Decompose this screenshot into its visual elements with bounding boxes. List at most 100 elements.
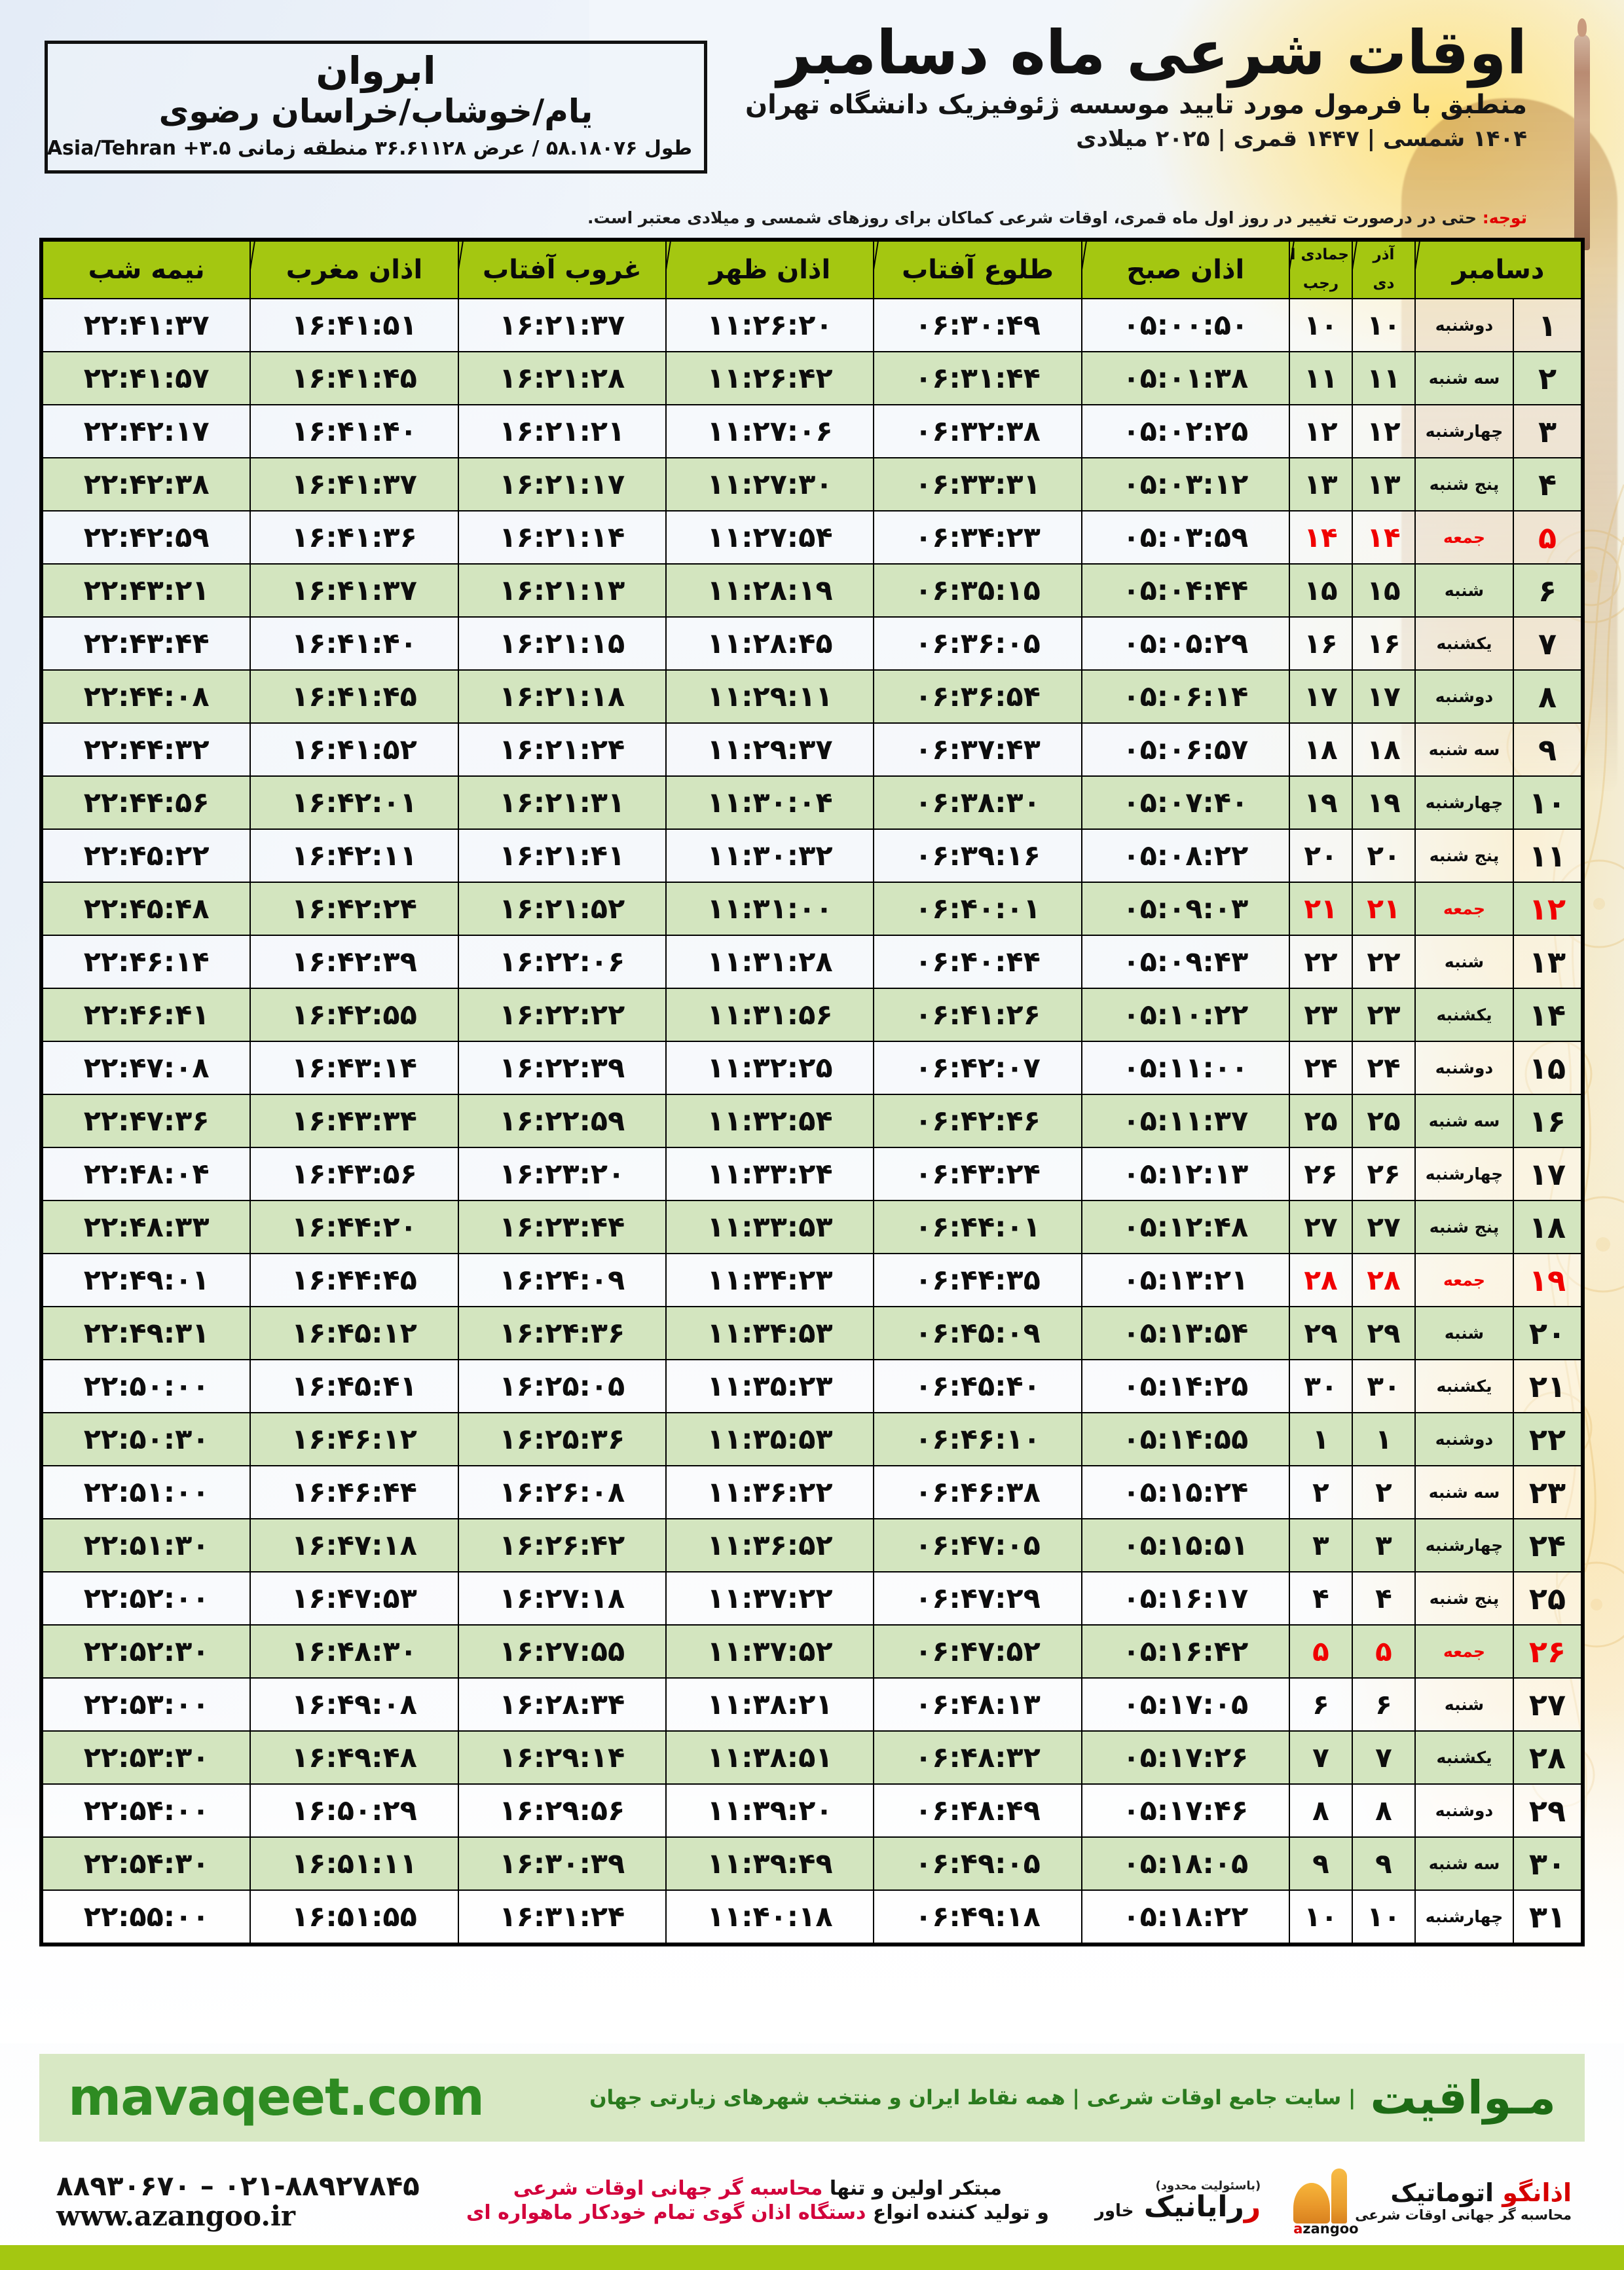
cell-fajr: ۰۵:۱۳:۲۱ (1080, 1253, 1290, 1307)
cell-maghrib: ۱۶:۴۱:۳۷ (249, 457, 459, 512)
cell-gregorian-day: ۱۸ (1513, 1200, 1582, 1254)
cell-fajr: ۰۵:۱۴:۵۵ (1080, 1412, 1290, 1466)
cell-sunset: ۱۶:۲۱:۱۳ (457, 563, 667, 618)
cell-sunrise: ۰۶:۳۳:۳۱ (873, 457, 1082, 512)
cell-hijri-day: ۲۹ (1288, 1306, 1353, 1360)
cell-sunset: ۱۶:۲۱:۲۱ (457, 404, 667, 458)
rayaneek-title-red: ر (1244, 2189, 1261, 2223)
cell-dhuhr: ۱۱:۳۲:۵۴ (665, 1094, 875, 1148)
cell-sunrise: ۰۶:۴۵:۰۹ (873, 1306, 1082, 1360)
cell-sunrise: ۰۶:۴۹:۰۵ (873, 1836, 1082, 1891)
rayaneek-title: ررایانیک خاور (1095, 2189, 1261, 2223)
cell-dhuhr: ۱۱:۳۱:۲۸ (665, 935, 875, 989)
cell-fajr: ۰۵:۱۳:۵۴ (1080, 1306, 1290, 1360)
cell-weekday: جمعه (1414, 882, 1515, 936)
footer-contact: ۰۲۱-۸۸۹۲۷۸۴۵ – ۸۸۹۳۰۶۷۰ www.azangoo.ir (56, 2170, 420, 2232)
cell-shamsi-day: ۱۰ (1351, 1889, 1416, 1944)
cell-sunset: ۱۶:۲۱:۲۸ (457, 351, 667, 405)
cell-dhuhr: ۱۱:۲۶:۴۲ (665, 351, 875, 405)
cell-weekday: جمعه (1414, 510, 1515, 565)
cell-sunrise: ۰۶:۳۷:۴۳ (873, 722, 1082, 777)
cell-sunrise: ۰۶:۴۶:۱۰ (873, 1412, 1082, 1466)
column-header-gregorian: دسامبر (1414, 240, 1583, 299)
cell-dhuhr: ۱۱:۲۶:۲۰ (665, 298, 875, 352)
azangoo-logo-text: اذانگو اتوماتیک محاسبه گر جهانی اوقات شر… (1355, 2180, 1572, 2222)
cell-maghrib: ۱۶:۵۱:۱۱ (249, 1836, 459, 1891)
cell-sunset: ۱۶:۲۱:۵۲ (457, 882, 667, 936)
cell-weekday: جمعه (1414, 1253, 1515, 1307)
cell-fajr: ۰۵:۰۸:۲۲ (1080, 828, 1290, 883)
cell-dhuhr: ۱۱:۳۸:۲۱ (665, 1677, 875, 1732)
table-row: ۲۵ پنج شنبه ۴ ۴ ۰۵:۱۶:۱۷ ۰۶:۴۷:۲۹ ۱۱:۳۷:۲۲ ۱۶:۲… (41, 1571, 1582, 1626)
cell-shamsi-day: ۲۱ (1351, 882, 1416, 936)
cell-maghrib: ۱۶:۴۱:۴۵ (249, 669, 459, 724)
cell-midnight: ۲۲:۴۶:۱۴ (41, 935, 251, 989)
location-region: یام/خوشاب/خراسان رضوی (158, 92, 593, 130)
calendar-years: ۱۴۰۴ شمسی | ۱۴۴۷ قمری | ۲۰۲۵ میلادی (1076, 125, 1527, 152)
rayaneek-title-rest: رایانیک (1143, 2189, 1244, 2223)
brand-domain[interactable]: mavaqeet.com (68, 2068, 485, 2127)
cell-gregorian-day: ۲۳ (1513, 1465, 1582, 1519)
cell-maghrib: ۱۶:۴۷:۱۸ (249, 1518, 459, 1572)
cell-midnight: ۲۲:۴۷:۳۶ (41, 1094, 251, 1148)
location-coordinates: طول ۵۸.۱۸۰۷۶ / عرض ۳۶.۶۱۱۲۸ منطقه زمانی … (46, 136, 692, 160)
cell-gregorian-day: ۱۶ (1513, 1094, 1582, 1148)
cell-hijri-day: ۲۶ (1288, 1147, 1353, 1201)
cell-sunset: ۱۶:۲۲:۵۹ (457, 1094, 667, 1148)
cell-midnight: ۲۲:۵۵:۰۰ (41, 1889, 251, 1944)
table-row: ۱۰ چهارشنبه ۱۹ ۱۹ ۰۵:۰۷:۴۰ ۰۶:۳۸:۳۰ ۱۱:۳۰:۰۴ ۱۶… (41, 775, 1582, 830)
cell-midnight: ۲۲:۴۴:۳۲ (41, 722, 251, 777)
cell-sunrise: ۰۶:۴۷:۵۲ (873, 1624, 1082, 1679)
cell-sunrise: ۰۶:۴۸:۱۳ (873, 1677, 1082, 1732)
cell-maghrib: ۱۶:۴۴:۲۰ (249, 1200, 459, 1254)
table-row: ۲۲ دوشنبه ۱ ۱ ۰۵:۱۴:۵۵ ۰۶:۴۶:۱۰ ۱۱:۳۵:۵۳ ۱۶:۲۵:… (41, 1412, 1582, 1466)
cell-shamsi-day: ۲۵ (1351, 1094, 1416, 1148)
cell-sunset: ۱۶:۲۵:۰۵ (457, 1359, 667, 1413)
cell-midnight: ۲۲:۴۹:۳۱ (41, 1306, 251, 1360)
cell-gregorian-day: ۵ (1513, 510, 1582, 565)
cell-midnight: ۲۲:۵۳:۰۰ (41, 1677, 251, 1732)
cell-shamsi-day: ۱۰ (1351, 298, 1416, 352)
cell-gregorian-day: ۱۰ (1513, 775, 1582, 830)
cell-dhuhr: ۱۱:۲۹:۱۱ (665, 669, 875, 724)
footer-logos: اذانگو اتوماتیک محاسبه گر جهانی اوقات شر… (1095, 2168, 1572, 2237)
cell-midnight: ۲۲:۴۹:۰۱ (41, 1253, 251, 1307)
cell-weekday: سه شنبه (1414, 1836, 1515, 1891)
cell-shamsi-day: ۱۹ (1351, 775, 1416, 830)
table-row: ۲۴ چهارشنبه ۳ ۳ ۰۵:۱۵:۵۱ ۰۶:۴۷:۰۵ ۱۱:۳۶:۵۲ ۱۶:۲… (41, 1518, 1582, 1572)
cell-hijri-day: ۷ (1288, 1730, 1353, 1785)
table-row: ۱۴ یکشنبه ۲۳ ۲۳ ۰۵:۱۰:۲۲ ۰۶:۴۱:۲۶ ۱۱:۳۱:۵۶ ۱۶:۲… (41, 988, 1582, 1042)
cell-sunrise: ۰۶:۳۶:۵۴ (873, 669, 1082, 724)
table-row: ۲۷ شنبه ۶ ۶ ۰۵:۱۷:۰۵ ۰۶:۴۸:۱۳ ۱۱:۳۸:۲۱ ۱۶:۲۸:۳۴… (41, 1677, 1582, 1732)
dome-minaret (1331, 2168, 1348, 2223)
cell-dhuhr: ۱۱:۳۰:۰۴ (665, 775, 875, 830)
cell-maghrib: ۱۶:۴۲:۳۹ (249, 935, 459, 989)
cell-fajr: ۰۵:۱۵:۵۱ (1080, 1518, 1290, 1572)
cell-hijri-day: ۱۲ (1288, 404, 1353, 458)
cell-weekday: پنج شنبه (1414, 828, 1515, 883)
cell-sunset: ۱۶:۲۸:۳۴ (457, 1677, 667, 1732)
table-row: ۴ پنج شنبه ۱۳ ۱۳ ۰۵:۰۳:۱۲ ۰۶:۳۳:۳۱ ۱۱:۲۷:۳۰ ۱۶:… (41, 457, 1582, 512)
cell-sunrise: ۰۶:۳۹:۱۶ (873, 828, 1082, 883)
cell-hijri-day: ۲۸ (1288, 1253, 1353, 1307)
cell-sunrise: ۰۶:۳۴:۲۳ (873, 510, 1082, 565)
cell-gregorian-day: ۱ (1513, 298, 1582, 352)
cell-weekday: شنبه (1414, 1306, 1515, 1360)
azangoo-title: اذانگو اتوماتیک (1355, 2180, 1572, 2206)
footer-website[interactable]: www.azangoo.ir (56, 2200, 296, 2232)
cell-hijri-day: ۲۱ (1288, 882, 1353, 936)
prayer-times-table-wrapper: دسامبر آذر دی جمادی الثانی رجب اذان صب (39, 238, 1585, 1946)
cell-hijri-day: ۱۶ (1288, 616, 1353, 671)
cell-hijri-day: ۱۷ (1288, 669, 1353, 724)
cell-midnight: ۲۲:۴۲:۳۸ (41, 457, 251, 512)
table-row: ۲۸ یکشنبه ۷ ۷ ۰۵:۱۷:۲۶ ۰۶:۴۸:۳۲ ۱۱:۳۸:۵۱ ۱۶:۲۹:… (41, 1730, 1582, 1785)
cell-dhuhr: ۱۱:۳۶:۲۲ (665, 1465, 875, 1519)
cell-maghrib: ۱۶:۴۵:۴۱ (249, 1359, 459, 1413)
cell-gregorian-day: ۱۱ (1513, 828, 1582, 883)
cell-gregorian-day: ۱۲ (1513, 882, 1582, 936)
azangoo-subtitle: محاسبه گر جهانی اوقات شرعی (1355, 2206, 1572, 2223)
page-header: ابروان یام/خوشاب/خراسان رضوی طول ۵۸.۱۸۰۷… (0, 0, 1624, 227)
table-row: ۸ دوشنبه ۱۷ ۱۷ ۰۵:۰۶:۱۴ ۰۶:۳۶:۵۴ ۱۱:۲۹:۱۱ ۱۶:۲۱… (41, 669, 1582, 724)
cell-sunset: ۱۶:۲۶:۰۸ (457, 1465, 667, 1519)
